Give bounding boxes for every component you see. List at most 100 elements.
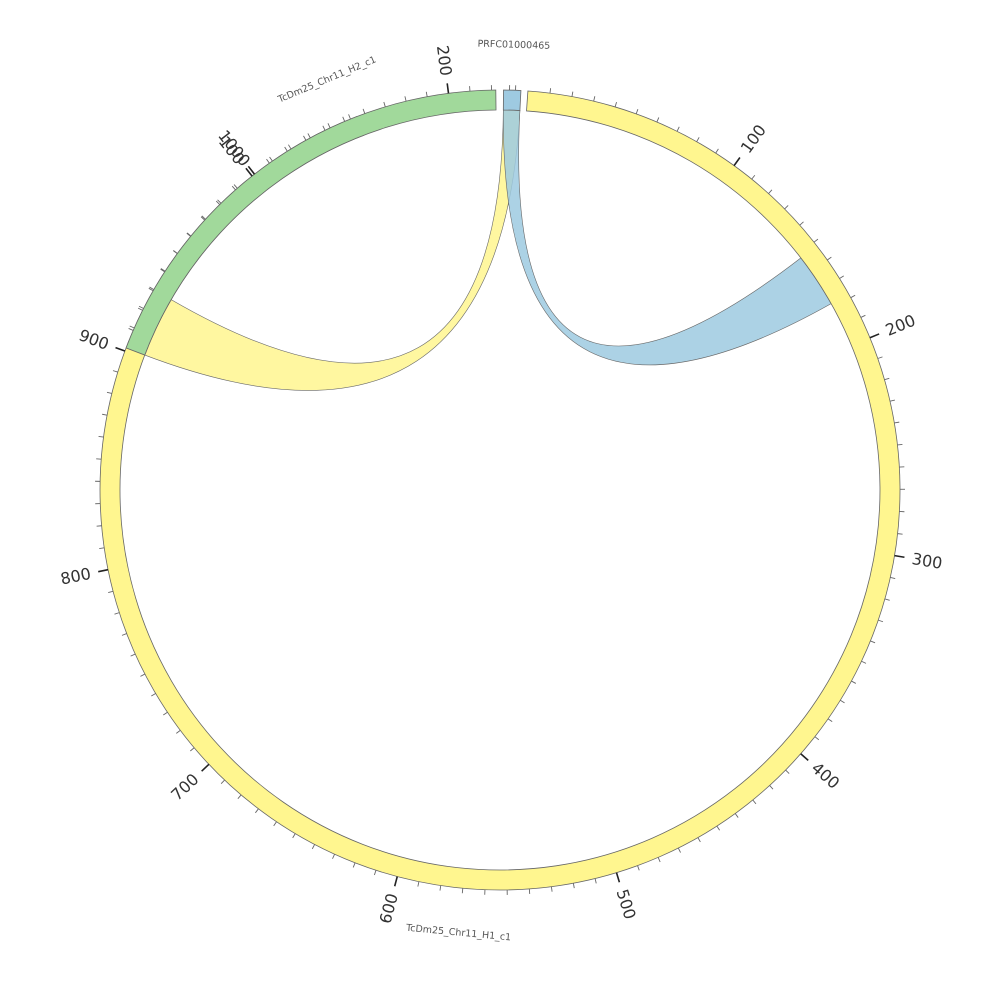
minor-tick-TcDm25_Chr11_H1_c1-650 bbox=[292, 833, 296, 839]
minor-tick-TcDm25_Chr11_H1_c1-690 bbox=[220, 779, 225, 785]
minor-tick-TcDm25_Chr11_H1_c1-330 bbox=[878, 619, 884, 623]
minor-tick-TcDm25_Chr11_H1_c1-670 bbox=[255, 808, 259, 814]
minor-tick-TcDm25_Chr11_H1_c1-250 bbox=[897, 443, 903, 446]
major-tick-TcDm25_Chr11_H1_c1-300 bbox=[894, 554, 905, 559]
tick-label-TcDm25_Chr11_H1_c1-100: 100 bbox=[737, 121, 770, 157]
sequence-label-PRFC01000465: PRFC01000465 bbox=[477, 39, 550, 52]
tick-label-TcDm25_Chr11_H2_c1-200: 200 bbox=[433, 44, 456, 77]
minor-tick-TcDm25_Chr11_H1_c1-220 bbox=[884, 377, 890, 381]
minor-tick-TcDm25_Chr11_H1_c1-580 bbox=[439, 885, 442, 891]
minor-tick-TcDm25_Chr11_H2_c1-90 bbox=[231, 185, 236, 191]
minor-tick-TcDm25_Chr11_H1_c1-1010 bbox=[269, 156, 273, 162]
minor-tick-TcDm25_Chr11_H1_c1-780 bbox=[114, 612, 120, 615]
minor-tick-TcDm25_Chr11_H1_c1-180 bbox=[850, 294, 856, 299]
minor-tick-TcDm25_Chr11_H2_c1-180 bbox=[404, 96, 407, 102]
minor-tick-TcDm25_Chr11_H1_c1-450 bbox=[716, 825, 720, 831]
tick-label-TcDm25_Chr11_H1_c1-500: 500 bbox=[613, 887, 640, 922]
major-tick-TcDm25_Chr11_H1_c1-400 bbox=[800, 753, 809, 761]
minor-tick-TcDm25_Chr11_H1_c1-20 bbox=[571, 91, 574, 97]
minor-tick-TcDm25_Chr11_H1_c1-740 bbox=[151, 693, 156, 697]
minor-tick-TcDm25_Chr11_H1_c1-110 bbox=[751, 174, 756, 180]
minor-tick-TcDm25_Chr11_H1_c1-50 bbox=[635, 109, 639, 115]
minor-tick-TcDm25_Chr11_H1_c1-590 bbox=[417, 881, 420, 887]
segment-TcDm25_Chr11_H2_c1 bbox=[125, 89, 497, 356]
minor-tick-TcDm25_Chr11_H1_c1-190 bbox=[860, 314, 866, 318]
major-tick-TcDm25_Chr11_H1_c1-800 bbox=[98, 568, 109, 573]
minor-tick-TcDm25_Chr11_H1_c1-230 bbox=[889, 399, 895, 402]
ideogram-layer bbox=[99, 89, 901, 891]
minor-tick-TcDm25_Chr11_H2_c1-50 bbox=[173, 250, 178, 254]
minor-tick-TcDm25_Chr11_H1_c1-130 bbox=[784, 205, 789, 210]
minor-tick-TcDm25_Chr11_H1_c1-750 bbox=[140, 673, 146, 677]
major-tick-TcDm25_Chr11_H1_c1-600 bbox=[393, 876, 399, 887]
minor-tick-TcDm25_Chr11_H1_c1-940 bbox=[160, 268, 165, 273]
major-tick-TcDm25_Chr11_H1_c1-900 bbox=[115, 346, 126, 352]
minor-tick-TcDm25_Chr11_H2_c1-170 bbox=[383, 101, 386, 107]
minor-tick-TcDm25_Chr11_H1_c1-210 bbox=[877, 356, 883, 359]
minor-tick-TcDm25_Chr11_H1_c1-140 bbox=[799, 221, 804, 226]
tick-label-TcDm25_Chr11_H1_c1-900: 900 bbox=[76, 325, 111, 353]
minor-tick-TcDm25_Chr11_H1_c1-810 bbox=[99, 547, 105, 549]
minor-tick-TcDm25_Chr11_H1_c1-120 bbox=[768, 189, 773, 194]
major-tick-TcDm25_Chr11_H2_c1-200 bbox=[446, 83, 450, 94]
minor-tick-TcDm25_Chr11_H1_c1-980 bbox=[217, 199, 222, 204]
minor-tick-TcDm25_Chr11_H1_c1-760 bbox=[130, 653, 136, 657]
minor-tick-TcDm25_Chr11_H1_c1-430 bbox=[752, 799, 757, 805]
tick-label-TcDm25_Chr11_H1_c1-800: 800 bbox=[59, 564, 93, 589]
minor-tick-TcDm25_Chr11_H1_c1-640 bbox=[311, 844, 316, 850]
ticks-layer bbox=[95, 83, 905, 895]
minor-tick-TcDm25_Chr11_H2_c1-110 bbox=[266, 158, 270, 164]
minor-tick-TcDm25_Chr11_H1_c1-1020 bbox=[288, 144, 292, 150]
tick-label-TcDm25_Chr11_H1_c1-400: 400 bbox=[808, 758, 843, 792]
minor-tick-TcDm25_Chr11_H1_c1-170 bbox=[839, 275, 845, 279]
minor-tick-TcDm25_Chr11_H1_c1-370 bbox=[840, 699, 845, 704]
minor-tick-TcDm25_Chr11_H1_c1-320 bbox=[884, 598, 890, 601]
segment-PRFC01000465 bbox=[502, 89, 522, 111]
minor-tick-TcDm25_Chr11_H1_c1-510 bbox=[594, 878, 597, 884]
minor-tick-TcDm25_Chr11_H2_c1-70 bbox=[200, 216, 206, 221]
minor-tick-TcDm25_Chr11_H1_c1-920 bbox=[137, 307, 143, 311]
minor-tick-TcDm25_Chr11_H1_c1-30 bbox=[593, 96, 596, 102]
minor-tick-TcDm25_Chr11_H1_c1-80 bbox=[696, 137, 700, 142]
minor-tick-TcDm25_Chr11_H1_c1-360 bbox=[851, 680, 857, 684]
minor-tick-TcDm25_Chr11_H1_c1-990 bbox=[233, 184, 238, 189]
minor-tick-TcDm25_Chr11_H1_c1-530 bbox=[550, 886, 553, 892]
minor-tick-TcDm25_Chr11_H1_c1-930 bbox=[148, 287, 154, 292]
major-tick-TcDm25_Chr11_H1_c1-1000 bbox=[247, 165, 256, 175]
minor-tick-TcDm25_Chr11_H1_c1-680 bbox=[237, 794, 242, 800]
major-tick-TcDm25_Chr11_H1_c1-500 bbox=[615, 872, 621, 883]
minor-tick-TcDm25_Chr11_H1_c1-860 bbox=[98, 435, 104, 438]
minor-tick-TcDm25_Chr11_H1_c1-380 bbox=[827, 718, 833, 723]
minor-tick-TcDm25_Chr11_H1_c1-910 bbox=[128, 328, 134, 331]
tick-label-TcDm25_Chr11_H1_c1-700: 700 bbox=[167, 770, 202, 805]
minor-tick-TcDm25_Chr11_H1_c1-460 bbox=[697, 837, 701, 843]
minor-tick-TcDm25_Chr11_H2_c1-30 bbox=[149, 286, 155, 290]
minor-tick-TcDm25_Chr11_H1_c1-410 bbox=[785, 769, 790, 774]
minor-tick-TcDm25_Chr11_H1_c1-490 bbox=[637, 865, 640, 871]
minor-tick-TcDm25_Chr11_H1_c1-610 bbox=[373, 870, 377, 876]
minor-tick-TcDm25_Chr11_H1_c1-890 bbox=[112, 370, 118, 373]
minor-tick-TcDm25_Chr11_H2_c1-40 bbox=[160, 268, 166, 272]
minor-tick-TcDm25_Chr11_H1_c1-310 bbox=[890, 576, 896, 579]
minor-tick-TcDm25_Chr11_H1_c1-90 bbox=[715, 148, 719, 154]
minor-tick-TcDm25_Chr11_H1_c1-790 bbox=[108, 590, 114, 594]
minor-tick-TcDm25_Chr11_H1_c1-290 bbox=[897, 533, 903, 535]
minor-tick-TcDm25_Chr11_H2_c1-80 bbox=[215, 200, 221, 205]
minor-tick-TcDm25_Chr11_H2_c1-60 bbox=[186, 232, 191, 237]
minor-tick-TcDm25_Chr11_H2_c1-130 bbox=[303, 135, 307, 141]
minor-tick-TcDm25_Chr11_H1_c1-420 bbox=[769, 785, 774, 790]
minor-tick-TcDm25_Chr11_H2_c1-160 bbox=[362, 108, 366, 114]
minor-tick-TcDm25_Chr11_H1_c1-160 bbox=[827, 256, 832, 261]
major-tick-TcDm25_Chr11_H1_c1-200 bbox=[869, 333, 880, 339]
minor-tick-TcDm25_Chr11_H2_c1-120 bbox=[284, 146, 288, 152]
minor-tick-TcDm25_Chr11_H1_c1-340 bbox=[870, 640, 876, 644]
minor-tick-TcDm25_Chr11_H1_c1-440 bbox=[734, 813, 739, 818]
minor-tick-TcDm25_Chr11_H1_c1-40 bbox=[614, 102, 617, 108]
minor-tick-TcDm25_Chr11_H1_c1-660 bbox=[273, 821, 277, 827]
minor-tick-TcDm25_Chr11_H1_c1-720 bbox=[176, 730, 181, 734]
minor-tick-TcDm25_Chr11_H1_c1-960 bbox=[186, 232, 192, 237]
tick-label-TcDm25_Chr11_H1_c1-600: 600 bbox=[376, 891, 402, 925]
minor-tick-TcDm25_Chr11_H1_c1-60 bbox=[656, 117, 660, 123]
minor-tick-TcDm25_Chr11_H1_c1-390 bbox=[814, 736, 820, 741]
